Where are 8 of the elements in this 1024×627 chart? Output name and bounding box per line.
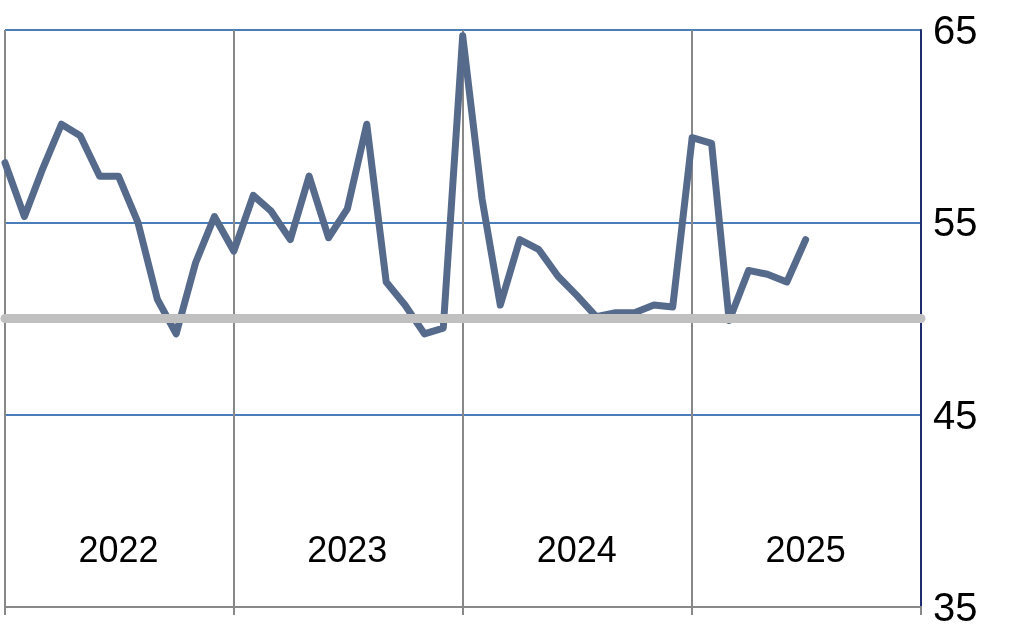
- y-tick-label: 65: [933, 8, 978, 52]
- x-tick-label: 2025: [765, 528, 846, 570]
- y-tick-label: 35: [933, 585, 978, 627]
- x-tick-label: 2022: [78, 528, 159, 570]
- y-tick-label: 45: [933, 392, 978, 437]
- x-tick-label: 2024: [536, 528, 617, 570]
- x-tick-label: 2023: [307, 528, 388, 570]
- y-tick-label: 55: [933, 200, 978, 245]
